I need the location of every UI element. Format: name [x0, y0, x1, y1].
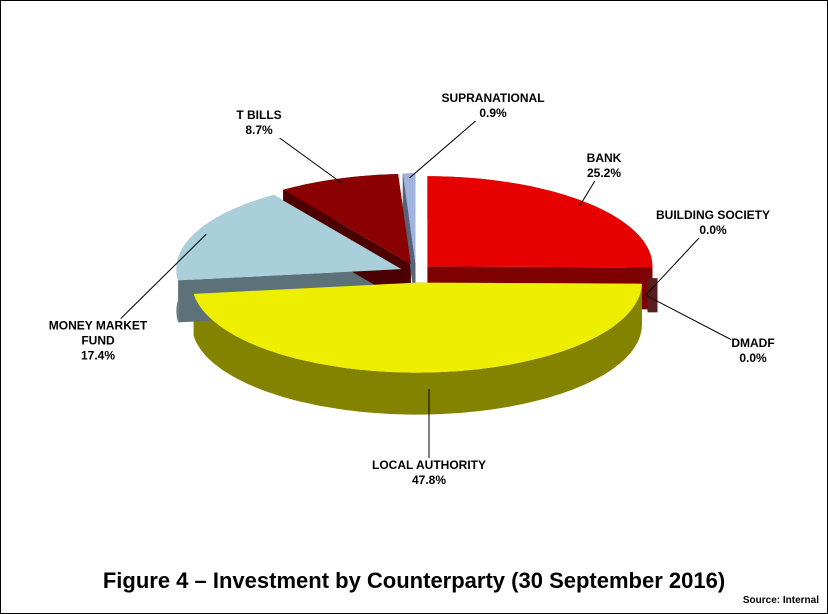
slice-label: BANK 25.2%: [586, 151, 622, 181]
slice: [402, 173, 416, 264]
category-label: BANK: [586, 151, 622, 165]
chart-title: Figure 4 – Investment by Counterparty (3…: [102, 568, 726, 593]
slice-label: BUILDING SOCIETY 0.0%: [655, 208, 771, 238]
slice-side: [193, 283, 642, 415]
value-label: 0.0%: [699, 223, 727, 237]
value-label: 8.7%: [245, 123, 273, 137]
category-label: LOCAL AUTHORITY: [372, 458, 486, 472]
category-label: DMADF: [731, 336, 775, 350]
slice-label: LOCAL AUTHORITY 47.8%: [372, 458, 486, 488]
slice-label: SUPRANATIONAL 0.9%: [441, 91, 545, 121]
category-label: MONEY MARKET FUND: [48, 318, 148, 348]
category-label: T BILLS: [236, 108, 282, 122]
category-label: SUPRANATIONAL: [441, 91, 545, 105]
slice: [193, 282, 642, 373]
slice-label: T BILLS 8.7%: [236, 108, 282, 138]
value-label: 47.8%: [411, 473, 447, 487]
slice: [427, 176, 653, 268]
slice-label: DMADF 0.0%: [731, 336, 775, 366]
value-label: 17.4%: [80, 348, 116, 363]
slice: [176, 195, 402, 281]
slice-label: MONEY MARKET FUND 17.4%: [43, 318, 153, 364]
source-note: Source: Internal: [742, 595, 819, 606]
slice: [283, 174, 411, 264]
slice-tops: [176, 173, 658, 373]
slice: [647, 278, 658, 313]
category-label: BUILDING SOCIETY: [655, 208, 771, 222]
value-label: 25.2%: [586, 166, 622, 180]
value-label: 0.9%: [479, 106, 507, 120]
value-label: 0.0%: [739, 351, 767, 365]
